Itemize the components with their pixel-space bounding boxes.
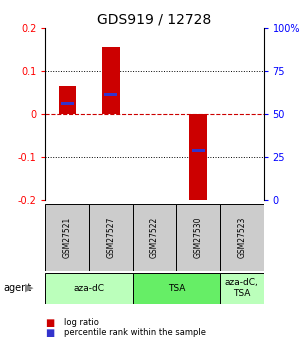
Text: ■: ■: [45, 328, 55, 338]
Bar: [176, 204, 220, 271]
Text: percentile rank within the sample: percentile rank within the sample: [64, 328, 206, 337]
Bar: [102, 47, 120, 114]
Text: GSM27527: GSM27527: [106, 217, 115, 258]
Text: aza-dC,
TSA: aza-dC, TSA: [225, 278, 259, 298]
Bar: [104, 93, 118, 96]
Text: aza-dC: aza-dC: [74, 284, 105, 293]
Text: GSM27530: GSM27530: [194, 216, 203, 258]
Bar: [133, 204, 176, 271]
Text: ■: ■: [45, 318, 55, 327]
Title: GDS919 / 12728: GDS919 / 12728: [97, 12, 212, 27]
Bar: [89, 204, 133, 271]
Text: GSM27523: GSM27523: [237, 217, 246, 258]
Bar: [133, 273, 220, 304]
Bar: [189, 114, 207, 202]
Text: agent: agent: [3, 283, 31, 293]
Text: GSM27521: GSM27521: [63, 217, 72, 258]
Bar: [61, 102, 74, 105]
Text: ▶: ▶: [25, 283, 33, 293]
Bar: [45, 273, 133, 304]
Text: GSM27522: GSM27522: [150, 217, 159, 258]
Bar: [58, 86, 76, 114]
Text: log ratio: log ratio: [64, 318, 98, 327]
Bar: [45, 204, 89, 271]
Bar: [191, 149, 205, 151]
Bar: [220, 204, 264, 271]
Text: TSA: TSA: [168, 284, 185, 293]
Bar: [220, 273, 264, 304]
